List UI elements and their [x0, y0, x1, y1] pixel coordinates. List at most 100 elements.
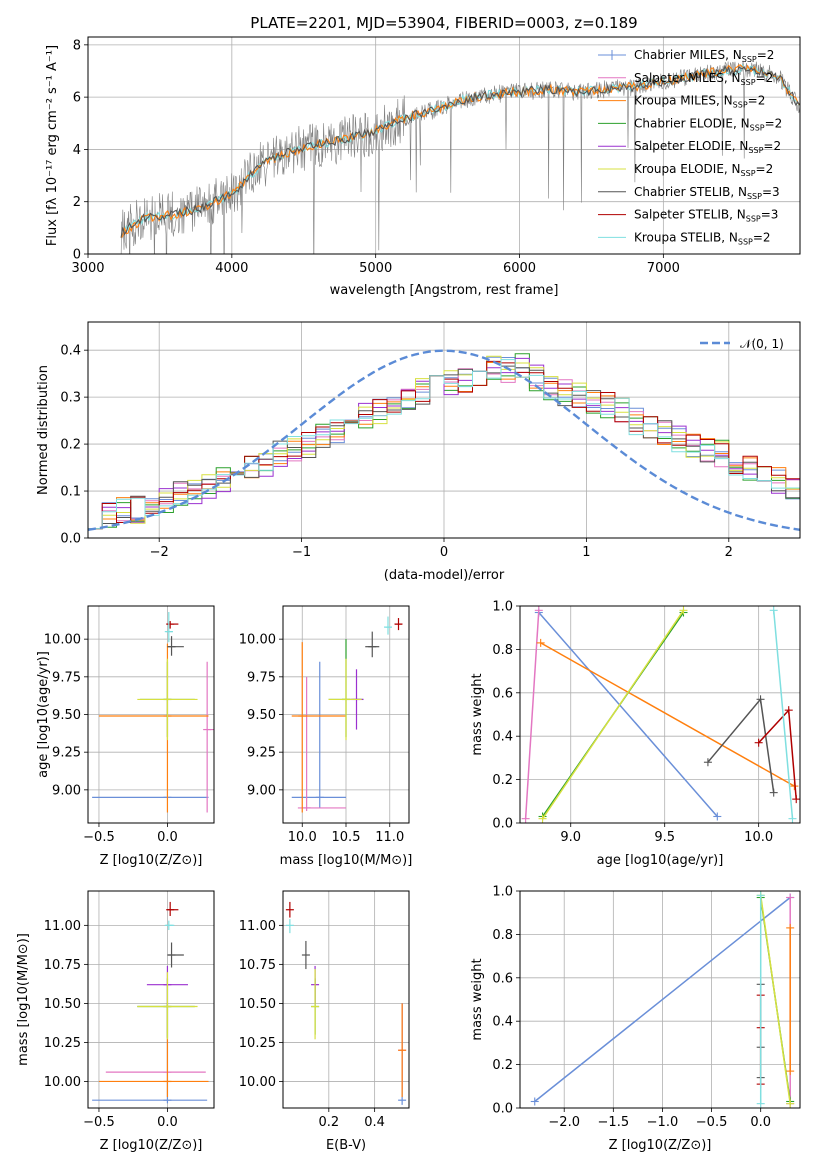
normal-distribution-curve	[88, 349, 800, 531]
z-weight-xtick-label: −1.5	[598, 1115, 630, 1130]
z-mass-xtick-label: 0.0	[157, 1115, 178, 1130]
spectrum-xlabel: wavelength [Angstrom, rest frame]	[330, 283, 559, 298]
z-age-axes: −0.5 0.0 9.00 9.25 9.50 9.75 10.00 Z [log10(Z/Z…	[36, 605, 215, 868]
z-mass-xtick-label: −0.5	[83, 1115, 115, 1130]
z-weight-axes: −2.0 −1.5 −1.0 −0.5 0.0 0.0 0.2 0.4 0.6 0.8 1.0 Z […	[470, 885, 801, 1153]
ebv-mass-ytick-label: 11.00	[239, 919, 276, 934]
z-age-ytick-label: 9.00	[52, 783, 81, 798]
histogram-step	[88, 360, 800, 530]
histogram-step	[88, 359, 800, 530]
z-mass-ytick-label: 11.00	[44, 919, 81, 934]
mass-weight-line	[707, 697, 775, 793]
spectrum-xtick-label: 4000	[215, 261, 248, 276]
histogram-step	[88, 362, 800, 530]
hist-xtick-label: 2	[725, 545, 733, 560]
z-weight-xlabel: Z [log10(Z/Z⊙)]	[609, 1138, 712, 1153]
z-weight-ytick-label: 0.2	[492, 1058, 513, 1073]
z-age-ytick-label: 10.00	[44, 633, 81, 648]
spectrum-xtick-label: 3000	[71, 261, 104, 276]
hist-xtick-label: −2	[150, 545, 169, 560]
mass-age-axes: 10.0 10.5 11.0 9.00 9.25 9.50 9.75 10.00 mass [l…	[239, 605, 413, 868]
mass-age-frame	[282, 605, 410, 824]
legend-label: Salpeter ELODIE, NSSP=2	[634, 139, 781, 155]
spectrum-ytick-label: 8	[73, 38, 81, 53]
z-weight-frame	[519, 890, 801, 1109]
z-weight-ytick-label: 0.8	[492, 928, 513, 943]
figure-title: PLATE=2201, MJD=53904, FIBERID=0003, z=0…	[250, 14, 637, 32]
z-mass-frame	[87, 890, 215, 1109]
ebv-mass-ytick-label: 10.25	[239, 1036, 276, 1051]
age-weight-frame	[519, 605, 801, 824]
mass-age-xlabel: mass [log10(M/M⊙)]	[280, 853, 413, 868]
spectrum-ytick-label: 2	[73, 195, 81, 210]
mass-age-ytick-label: 9.25	[247, 746, 276, 761]
legend-label: Kroupa STELIB, NSSP=2	[634, 230, 771, 246]
hist-xlabel: (data-model)/error	[384, 568, 505, 583]
z-mass-ytick-label: 10.00	[44, 1075, 81, 1090]
z-weight-xtick-label: −1.0	[647, 1115, 679, 1130]
age-weight-ytick-label: 1.0	[492, 600, 513, 615]
hist-ytick-label: 0.1	[60, 485, 81, 500]
mass-weight-line	[540, 642, 795, 787]
ebv-mass-ytick-label: 10.00	[239, 1075, 276, 1090]
mass-weight-line	[541, 609, 685, 820]
mass-age-xtick-label: 11.0	[375, 830, 404, 845]
model-spectrum-line	[120, 64, 800, 238]
z-age-ylabel: age [log10(age/yr)]	[36, 651, 51, 778]
z-age-ytick-label: 9.25	[52, 746, 81, 761]
z-age-frame	[87, 605, 215, 824]
age-weight-ytick-label: 0.8	[492, 643, 513, 658]
ebv-mass-axes: 0.2 0.4 10.00 10.25 10.50 10.75 11.00 E(B-V)	[239, 890, 410, 1153]
z-mass-xlabel: Z [log10(Z/Z⊙)]	[100, 1138, 203, 1153]
z-mass-axes: −0.5 0.0 10.00 10.25 10.50 10.75 11.00 Z [log10…	[16, 890, 215, 1153]
ebv-mass-xtick-label: 0.2	[318, 1115, 339, 1130]
spectrum-xtick-label: 6000	[503, 261, 536, 276]
ebv-mass-xtick-label: 0.4	[364, 1115, 385, 1130]
z-weight-ytick-label: 0.0	[492, 1102, 513, 1117]
mass-age-xtick-label: 10.5	[332, 830, 361, 845]
observed-spectrum-line	[120, 60, 800, 254]
hist-ylabel: Normed distribution	[36, 365, 51, 495]
spectrum-ytick-label: 4	[73, 143, 81, 158]
age-weight-xtick-label: 9.0	[560, 830, 581, 845]
z-weight-ytick-label: 0.4	[492, 1015, 513, 1030]
age-weight-ytick-label: 0.0	[492, 817, 513, 832]
hist-xtick-label: 1	[582, 545, 590, 560]
spectrum-ytick-label: 6	[73, 91, 81, 106]
z-weight-xtick-label: 0.0	[750, 1115, 771, 1130]
spectrum-axes: 3000 4000 5000 6000 7000 0 2 4 6 8 wavelength [Ang…	[45, 36, 801, 298]
ebv-mass-xlabel: E(B-V)	[326, 1138, 366, 1153]
z-weight-ylabel: mass weight	[470, 958, 485, 1040]
age-weight-ylabel: mass weight	[470, 673, 485, 755]
z-age-ytick-label: 9.50	[52, 708, 81, 723]
mass-age-ytick-label: 9.50	[247, 708, 276, 723]
mass-weight-line	[534, 896, 791, 1103]
hist-ytick-label: 0.4	[60, 344, 81, 359]
spectrum-ytick-label: 0	[73, 248, 81, 263]
z-weight-ytick-label: 0.6	[492, 971, 513, 986]
age-weight-ytick-label: 0.2	[492, 773, 513, 788]
model-spectrum-line	[120, 64, 800, 239]
z-weight-xtick-label: −0.5	[696, 1115, 728, 1130]
histogram-step	[88, 368, 800, 530]
mass-age-xtick-label: 10.0	[288, 830, 317, 845]
hist-ytick-label: 0.3	[60, 391, 81, 406]
mass-age-ytick-label: 10.00	[239, 633, 276, 648]
z-weight-ytick-label: 1.0	[492, 885, 513, 900]
mass-age-ytick-label: 9.75	[247, 670, 276, 685]
legend-label: 𝒩(0, 1)	[740, 337, 784, 351]
hist-axes: −2 −1 0 1 2 0.0 0.1 0.2 0.3 0.4 𝒩(0, 1) (data-model…	[36, 321, 801, 583]
legend-label: Salpeter STELIB, NSSP=3	[634, 208, 778, 224]
age-weight-xtick-label: 9.5	[654, 830, 675, 845]
age-weight-axes: 9.0 9.5 10.0 0.0 0.2 0.4 0.6 0.8 1.0 age [log10(a…	[470, 600, 801, 868]
legend-label: Salpeter MILES, NSSP=2	[634, 71, 773, 87]
hist-ytick-label: 0.2	[60, 438, 81, 453]
spectrum-xtick-label: 5000	[359, 261, 392, 276]
age-weight-xtick-label: 10.0	[744, 830, 773, 845]
age-weight-ytick-label: 0.6	[492, 686, 513, 701]
mass-age-ytick-label: 9.00	[247, 783, 276, 798]
z-mass-ytick-label: 10.25	[44, 1036, 81, 1051]
legend-label: Chabrier ELODIE, NSSP=2	[634, 116, 782, 132]
hist-xtick-label: 0	[440, 545, 448, 560]
hist-frame	[87, 321, 801, 539]
